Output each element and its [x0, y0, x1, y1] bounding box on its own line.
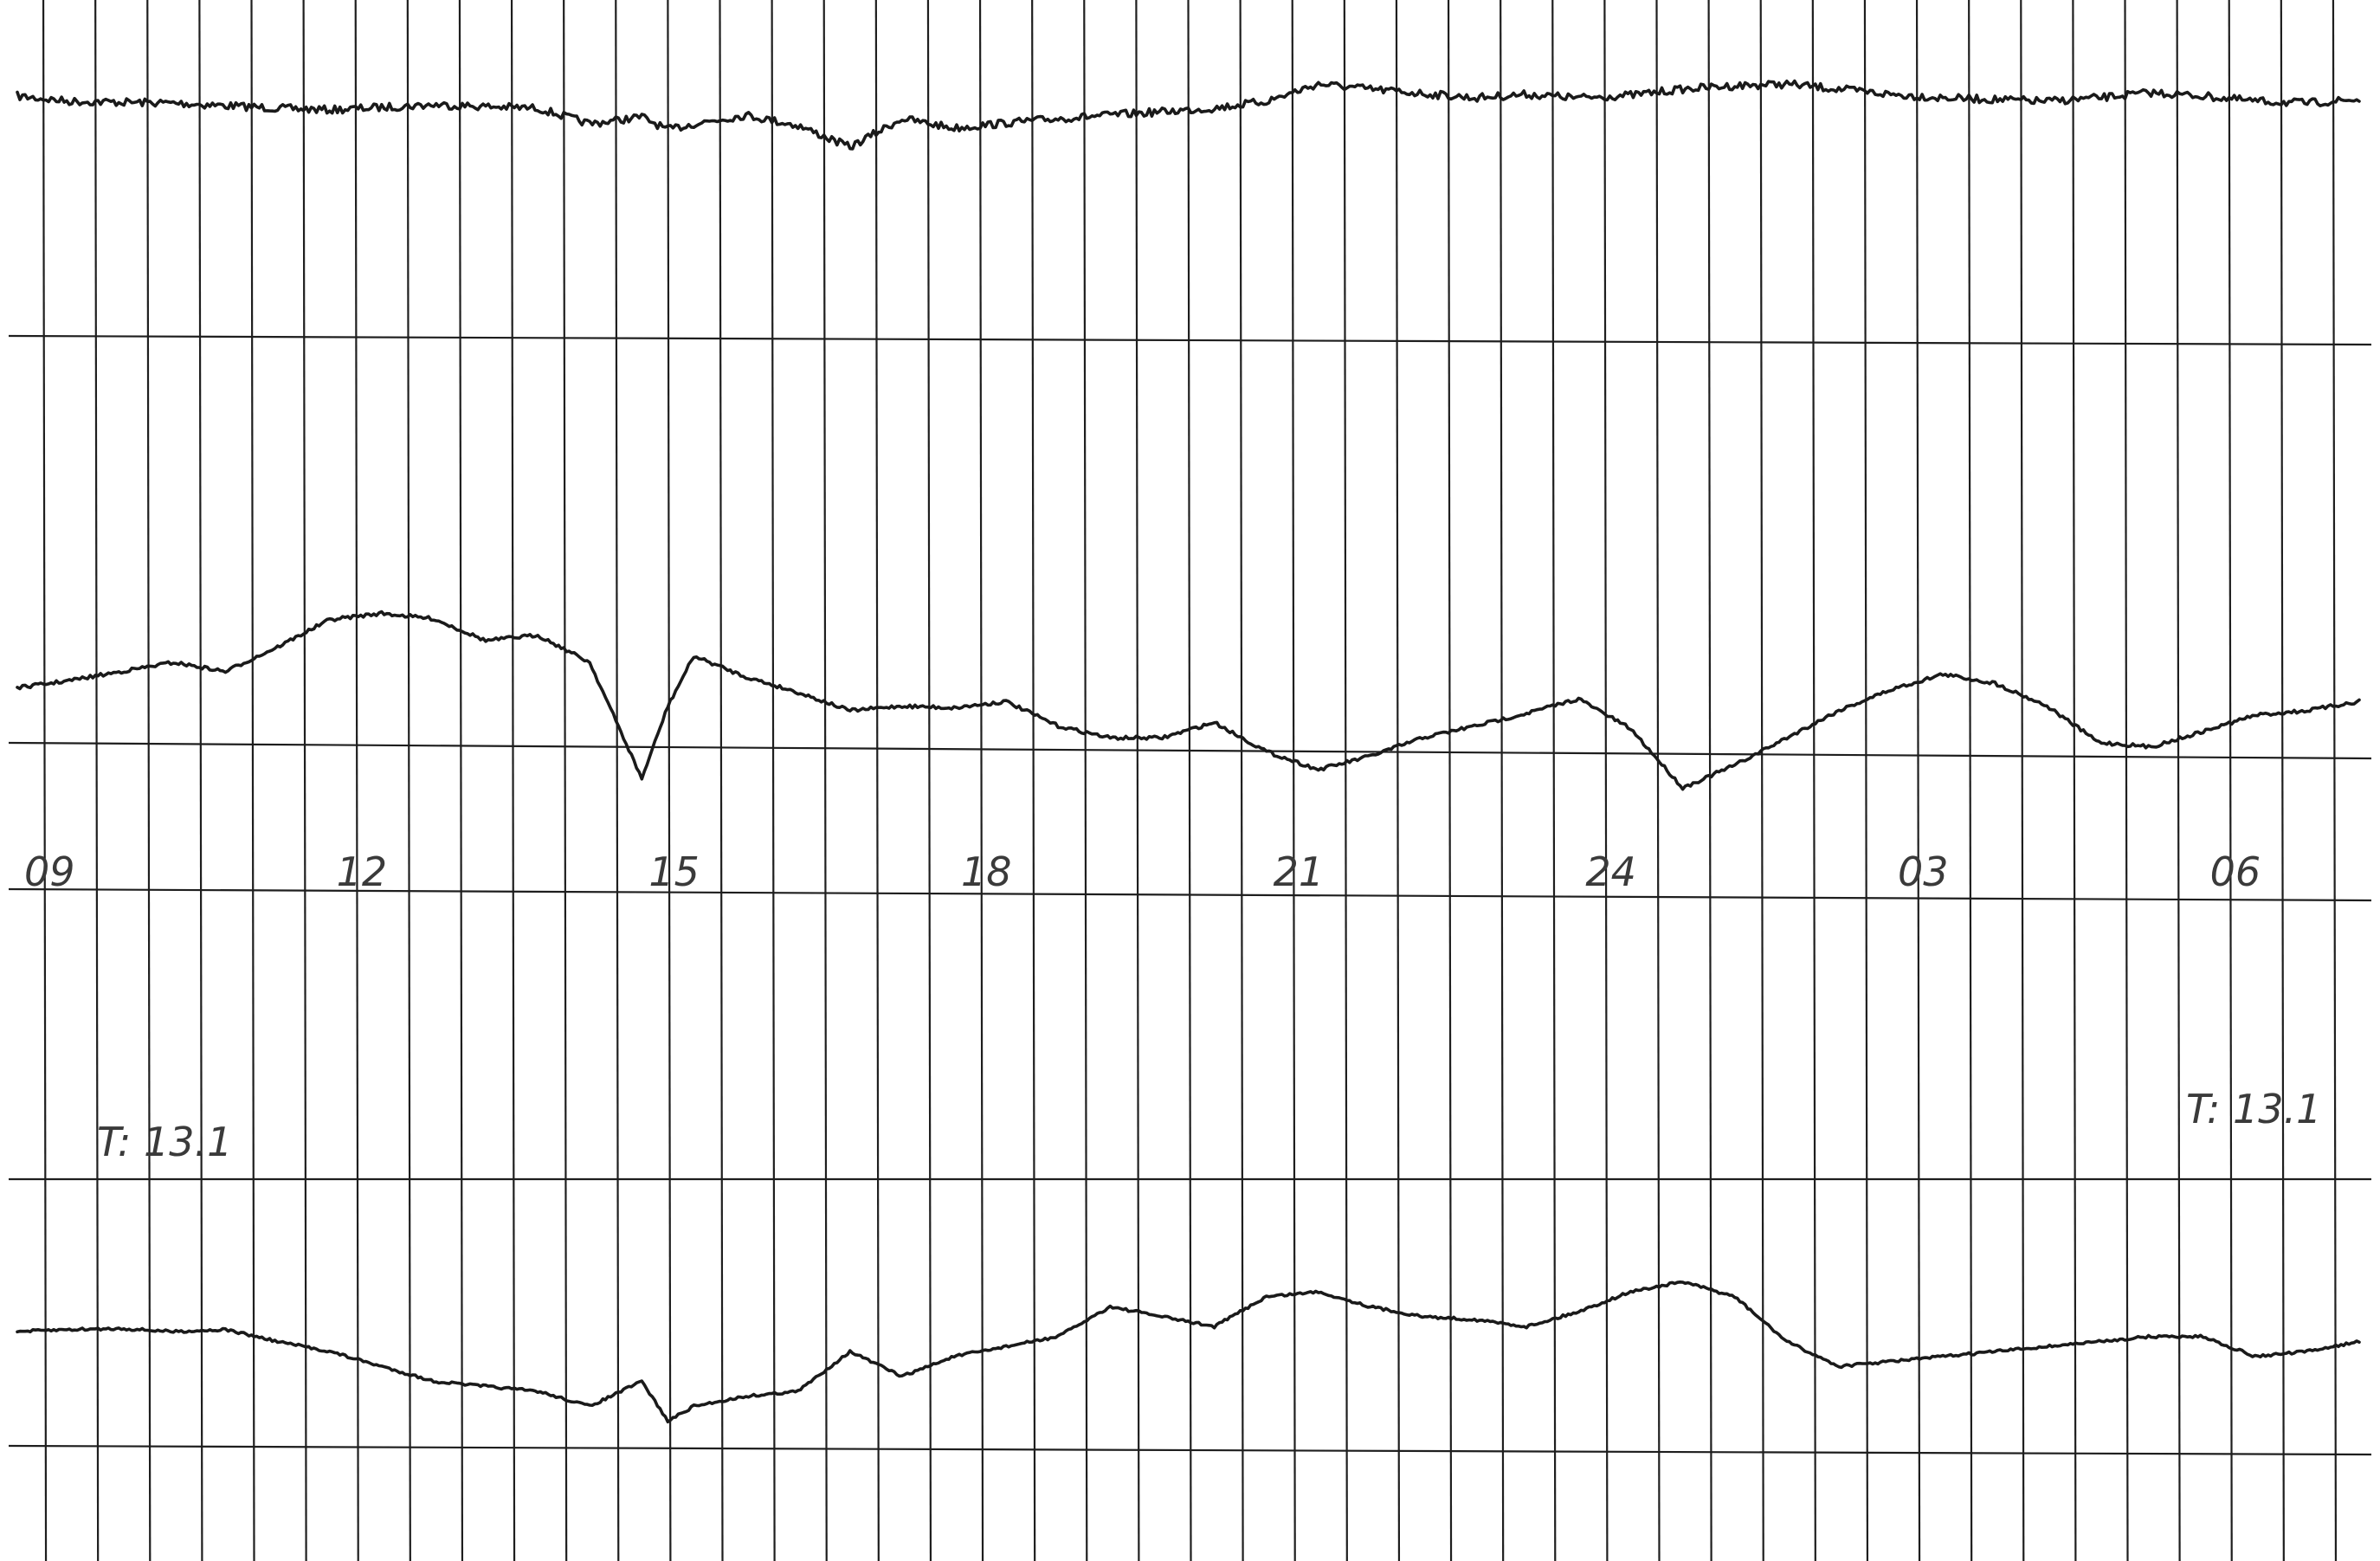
vertical-gridline: [1915, 0, 1921, 1561]
horizontal-gridlines: [8, 334, 2372, 1456]
vertical-gridline: [1395, 0, 1401, 1561]
vertical-gridline: [615, 0, 620, 1561]
vertical-gridline: [1447, 0, 1453, 1561]
hour-label: 15: [648, 848, 700, 895]
vertical-gridline: [42, 0, 48, 1561]
vertical-gridline: [1707, 0, 1712, 1561]
vertical-gridline: [874, 0, 880, 1561]
vertical-gridline: [1968, 0, 1973, 1561]
vertical-gridline: [1500, 0, 1505, 1561]
hour-label: 18: [961, 848, 1012, 895]
vertical-gridline: [978, 0, 984, 1561]
vertical-gridline: [2072, 0, 2077, 1561]
vertical-gridline: [667, 0, 672, 1561]
vertical-gridline: [146, 0, 152, 1561]
vertical-gridline: [2332, 0, 2338, 1561]
hour-label: 21: [1274, 848, 1325, 895]
vertical-gridline: [2176, 0, 2181, 1561]
vertical-gridline: [94, 0, 100, 1561]
vertical-gridline: [250, 0, 255, 1561]
vertical-gridline: [406, 0, 411, 1561]
vertical-gridline: [2020, 0, 2025, 1561]
vertical-gridline: [1083, 0, 1088, 1561]
vertical-gridline: [1291, 0, 1296, 1561]
horizontal-gridline: [8, 334, 2372, 346]
vertical-gridline: [510, 0, 516, 1561]
vertical-gridline: [1031, 0, 1036, 1561]
hour-label: 09: [24, 848, 75, 895]
hour-labels: 09 12 15 18 21 24 03 06: [24, 848, 2261, 895]
vertical-gridline: [1187, 0, 1192, 1561]
hour-label: 03: [1898, 848, 1949, 895]
vertical-gridline: [719, 0, 724, 1561]
vertical-gridline: [302, 0, 307, 1561]
hour-label: 12: [337, 848, 388, 895]
trace-line-2: [16, 610, 2361, 791]
vertical-gridline: [198, 0, 203, 1561]
vertical-gridline: [1759, 0, 1764, 1561]
annotation-right: T: 13.1: [2186, 1086, 2321, 1132]
vertical-gridline: [926, 0, 932, 1561]
trace-line-3: [16, 1280, 2361, 1424]
annotation-left: T: 13.1: [97, 1119, 232, 1165]
vertical-gridline: [1551, 0, 1557, 1561]
vertical-gridlines: [42, 0, 2338, 1561]
vertical-gridline: [2228, 0, 2233, 1561]
hour-label: 06: [2210, 848, 2261, 895]
traces: [16, 79, 2361, 1424]
vertical-gridline: [1811, 0, 1816, 1561]
vertical-gridline: [458, 0, 464, 1561]
vertical-gridline: [1239, 0, 1244, 1561]
vertical-gridline: [354, 0, 359, 1561]
vertical-gridline: [1863, 0, 1869, 1561]
vertical-gridline: [1655, 0, 1661, 1561]
horizontal-gridline: [8, 741, 2372, 760]
hour-label: 24: [1585, 848, 1636, 895]
horizontal-gridline: [8, 887, 2372, 902]
vertical-gridline: [1135, 0, 1140, 1561]
trace-line-1: [16, 79, 2361, 151]
vertical-gridline: [563, 0, 568, 1561]
vertical-gridline: [2280, 0, 2285, 1561]
vertical-gridline: [771, 0, 776, 1561]
vertical-gridline: [822, 0, 828, 1561]
vertical-gridline: [2124, 0, 2129, 1561]
horizontal-gridline: [8, 1444, 2372, 1456]
